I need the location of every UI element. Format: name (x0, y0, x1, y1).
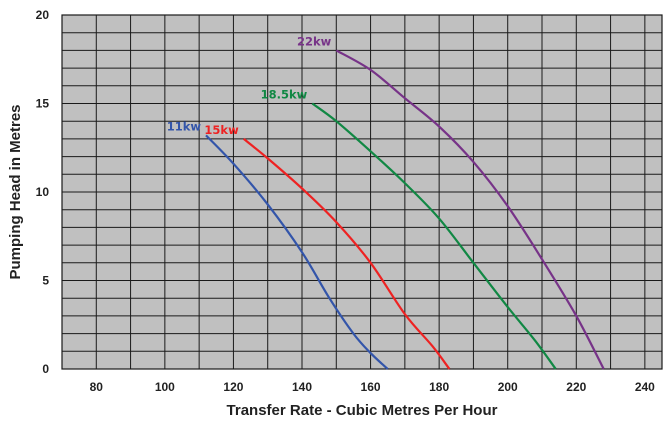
y-axis-label: Pumping Head in Metres (7, 104, 24, 279)
grid-lines (61, 14, 663, 370)
y-tick-label: 15 (36, 97, 50, 111)
series-labels: 11kw 15kw 18.5kw 22kw (167, 34, 332, 136)
y-tick-label: 0 (42, 362, 49, 376)
x-tick-label: 80 (90, 380, 104, 394)
x-tick-label: 200 (498, 380, 518, 394)
series-label-18-5kw: 18.5kw (261, 88, 308, 102)
y-tick-label: 10 (36, 185, 50, 199)
x-axis-ticks: 80 100 120 140 160 180 200 220 240 (90, 380, 656, 394)
y-tick-label: 20 (36, 8, 50, 22)
y-axis-ticks: 0 5 10 15 20 (36, 8, 50, 376)
x-tick-label: 140 (292, 380, 312, 394)
plot-border (61, 14, 663, 370)
x-tick-label: 220 (566, 380, 586, 394)
series-lines (205, 49, 605, 370)
series-line-15kw (243, 138, 451, 370)
y-tick-label: 5 (42, 274, 49, 288)
series-label-22kw: 22kw (297, 34, 332, 48)
x-axis-label: Transfer Rate - Cubic Metres Per Hour (227, 402, 498, 419)
plot-area: 11kw 15kw 18.5kw 22kw (61, 14, 663, 370)
x-tick-label: 180 (429, 380, 449, 394)
series-line-11kw (205, 134, 389, 370)
x-tick-label: 240 (635, 380, 655, 394)
series-line-18-5kw (311, 102, 557, 370)
series-line-22kw (335, 49, 605, 370)
series-label-15kw: 15kw (204, 123, 239, 137)
x-tick-label: 160 (361, 380, 381, 394)
series-label-11kw: 11kw (167, 119, 202, 133)
x-tick-label: 100 (155, 380, 175, 394)
x-tick-label: 120 (223, 380, 243, 394)
